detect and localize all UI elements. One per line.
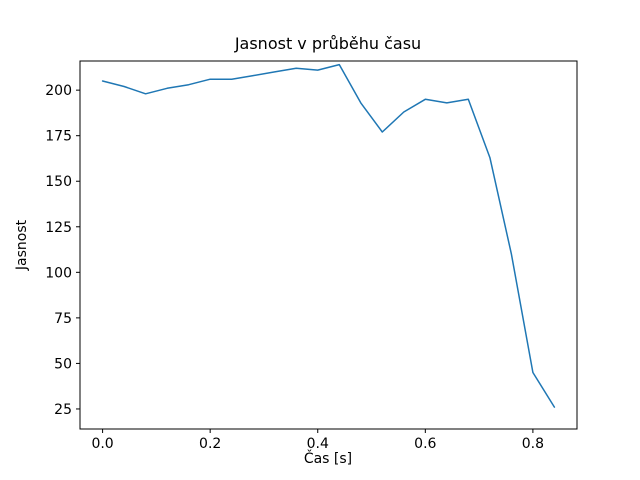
y-tick-label: 175 [45,129,72,145]
x-tick-label: 0.4 [307,436,329,452]
chart-title: Jasnost v průběhu času [234,34,421,53]
y-tick-label: 150 [45,174,72,190]
y-tick-label: 50 [54,356,72,372]
x-tick-label: 0.8 [522,436,544,452]
plot-frame [79,60,578,430]
x-axis-label: Čas [s] [304,449,352,467]
x-tick-label: 0.6 [414,436,436,452]
x-tick-label: 0.2 [199,436,221,452]
y-tick-label: 200 [45,83,72,99]
y-axis-label: Jasnost [14,219,30,271]
y-tick-label: 125 [45,220,72,236]
axes: 0.0 0.2 0.4 0.6 0.8 25 50 75 100 125 150 175 200 [45,60,578,452]
data-series [101,63,556,408]
brightness-line [101,63,556,408]
y-tick-label: 100 [45,265,72,281]
x-tick-label: 0.0 [91,436,113,452]
y-tick-label: 75 [54,311,72,327]
y-tick-label: 25 [54,402,72,418]
